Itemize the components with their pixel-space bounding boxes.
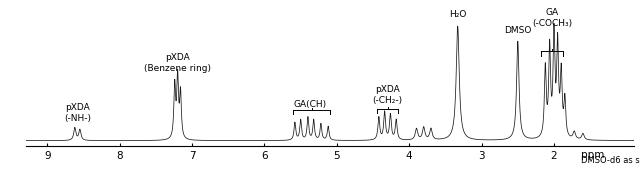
Text: DMSO-d6 as solvent: DMSO-d6 as solvent (582, 156, 640, 165)
Text: pXDA
(Benzene ring): pXDA (Benzene ring) (144, 53, 211, 73)
Text: ppm: ppm (582, 150, 605, 160)
Text: pXDA
(-CH₂-): pXDA (-CH₂-) (372, 85, 403, 105)
Text: GA
(-COCH₃): GA (-COCH₃) (532, 8, 573, 28)
Text: pXDA
(-NH-): pXDA (-NH-) (64, 103, 92, 123)
Text: GA(CH): GA(CH) (294, 100, 326, 109)
Text: H₂O: H₂O (449, 10, 467, 19)
Text: DMSO: DMSO (504, 26, 531, 35)
